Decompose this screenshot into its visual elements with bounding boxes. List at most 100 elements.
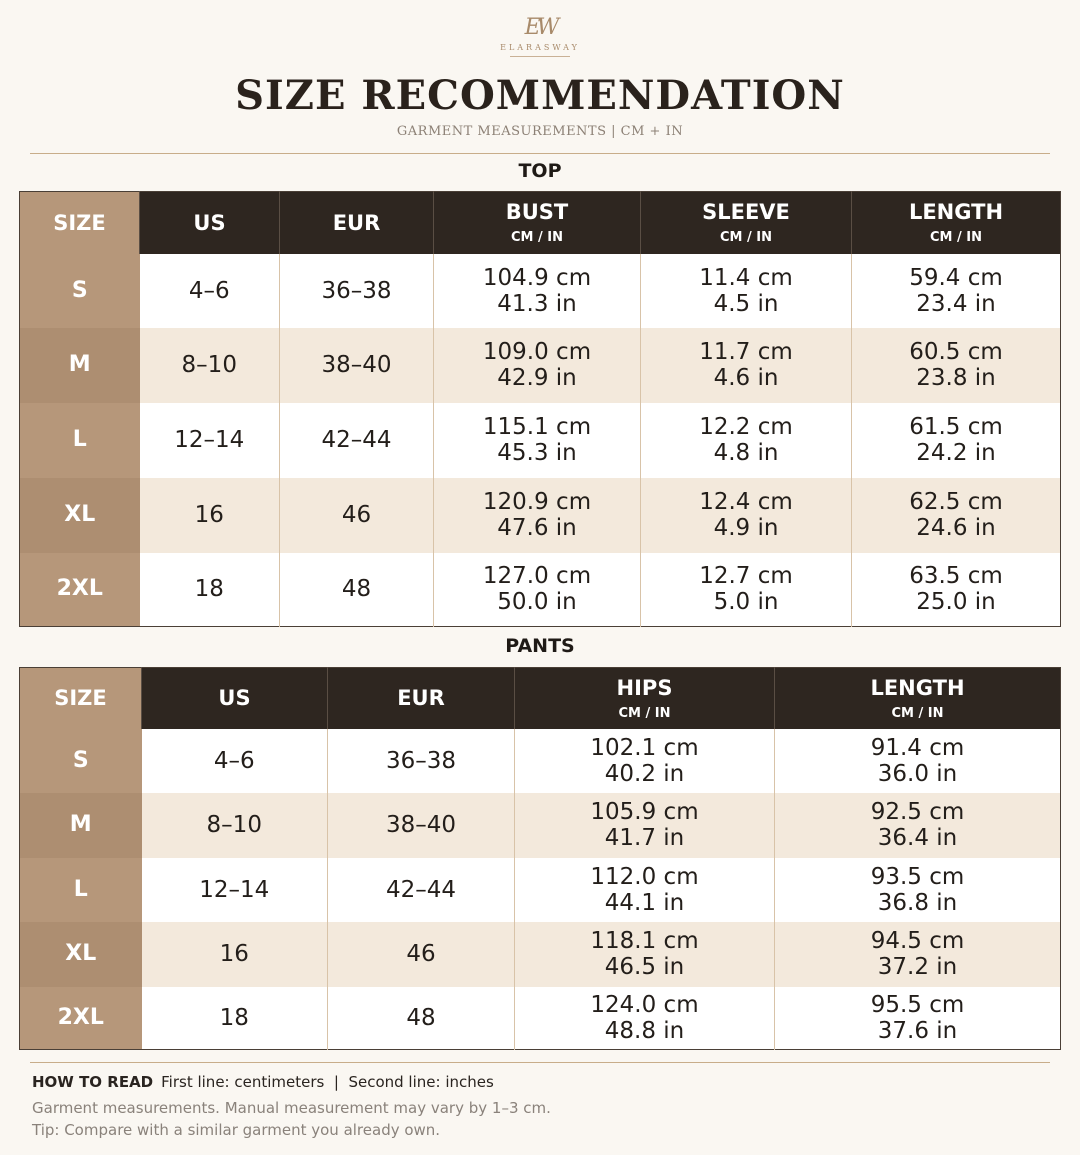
bust-cm: 120.9 cm	[482, 489, 592, 515]
length-cm: 92.5 cm	[870, 799, 965, 825]
length-cm: 62.5 cm	[909, 489, 1003, 515]
size-cell: L	[19, 857, 142, 922]
top-size-table: SIZE US EUR BUST CM / IN SLEEVE CM / IN LE…	[19, 191, 1061, 627]
table-row: M 8–10 38–40 105.9 cm 41.7 in 92.5 cm 36.4…	[19, 792, 1061, 858]
eur-cell: 38–40	[279, 327, 434, 403]
hips-cm: 105.9 cm	[590, 799, 699, 825]
bust-cm: 127.0 cm	[482, 563, 592, 590]
brand-name: ELARASWAY	[500, 43, 580, 52]
eur-cell: 42–44	[279, 402, 434, 478]
sleeve-in: 5.0 in	[713, 589, 779, 616]
length-cell: 91.4 cm 36.0 in	[774, 728, 1061, 793]
sleeve-cm: 12.2 cm	[699, 414, 793, 440]
hips-cell: 102.1 cm 40.2 in	[514, 728, 775, 793]
us-cell: 4–6	[141, 728, 328, 793]
us-cell: 8–10	[139, 327, 280, 403]
bust-in: 47.6 in	[497, 515, 577, 541]
length-cm: 93.5 cm	[870, 863, 965, 890]
section-title-top: TOP	[518, 160, 562, 182]
length-in: 37.2 in	[877, 954, 958, 980]
size-cell: XL	[19, 921, 142, 987]
hips-cm: 124.0 cm	[590, 991, 699, 1018]
table-row: L 12–14 42–44 115.1 cm 45.3 in 12.2 cm 4.8…	[19, 402, 1061, 478]
length-in: 23.8 in	[916, 365, 996, 391]
measurement-note: Garment measurements. Manual measurement…	[32, 1099, 551, 1117]
length-cell: 63.5 cm 25.0 in	[851, 552, 1061, 627]
length-in: 37.6 in	[877, 1017, 958, 1044]
sleeve-in: 4.9 in	[713, 515, 779, 541]
sleeve-cm: 11.4 cm	[699, 264, 793, 291]
brand-underline	[510, 56, 570, 57]
how-to-read-label: HOW TO READ	[32, 1073, 154, 1091]
eur-cell: 48	[327, 986, 515, 1050]
size-cell: S	[19, 728, 142, 793]
hips-cm: 118.1 cm	[590, 928, 699, 954]
brand-logo: EW ELARASWAY	[0, 14, 1080, 57]
length-in: 36.0 in	[877, 760, 958, 787]
brand-mark: EW	[524, 15, 560, 40]
length-cm: 60.5 cm	[909, 339, 1003, 365]
column-header-sleeve: SLEEVE CM / IN	[640, 191, 852, 254]
size-cell: XL	[19, 477, 140, 553]
eur-cell: 38–40	[327, 792, 515, 858]
column-header-us: US	[141, 667, 328, 729]
hips-cell: 105.9 cm 41.7 in	[514, 792, 775, 858]
divider-bottom	[30, 1062, 1050, 1063]
column-header-length: LENGTH CM / IN	[774, 667, 1061, 729]
hips-in: 48.8 in	[604, 1017, 685, 1044]
bust-cm: 109.0 cm	[482, 339, 592, 365]
hips-cell: 118.1 cm 46.5 in	[514, 921, 775, 987]
column-header-length: LENGTH CM / IN	[851, 191, 1061, 254]
column-header-us: US	[139, 191, 280, 254]
how-to-read-text: First line: centimeters | Second line: i…	[161, 1073, 494, 1091]
us-cell: 16	[139, 477, 280, 553]
length-cell: 62.5 cm 24.6 in	[851, 477, 1061, 553]
length-cm: 95.5 cm	[870, 991, 965, 1018]
sleeve-in: 4.5 in	[713, 290, 779, 317]
us-cell: 12–14	[141, 857, 328, 922]
length-in: 24.2 in	[916, 440, 996, 466]
length-in: 36.8 in	[877, 889, 958, 916]
length-cell: 59.4 cm 23.4 in	[851, 253, 1061, 328]
us-cell: 18	[141, 986, 328, 1050]
hips-cell: 112.0 cm 44.1 in	[514, 857, 775, 922]
table-header-row: SIZE US EUR HIPS CM / IN LENGTH CM / IN	[19, 667, 1061, 729]
eur-cell: 46	[279, 477, 434, 553]
length-cell: 93.5 cm 36.8 in	[774, 857, 1061, 922]
table-row: S 4–6 36–38 104.9 cm 41.3 in 11.4 cm 4.5 i…	[19, 253, 1061, 328]
size-cell: 2XL	[19, 986, 142, 1050]
length-in: 36.4 in	[877, 825, 958, 851]
bust-cell: 127.0 cm 50.0 in	[433, 552, 641, 627]
how-to-read: HOW TO READ First line: centimeters | Sec…	[32, 1073, 494, 1091]
eur-cell: 36–38	[327, 728, 515, 793]
hips-in: 40.2 in	[604, 760, 685, 787]
hips-in: 46.5 in	[604, 954, 685, 980]
size-cell: S	[19, 253, 140, 328]
sleeve-in: 4.6 in	[713, 365, 779, 391]
size-cell: L	[19, 402, 140, 478]
length-cm: 59.4 cm	[909, 264, 1003, 291]
length-cell: 94.5 cm 37.2 in	[774, 921, 1061, 987]
eur-cell: 36–38	[279, 253, 434, 328]
bust-cell: 120.9 cm 47.6 in	[433, 477, 641, 553]
length-cm: 61.5 cm	[909, 414, 1003, 440]
hips-cell: 124.0 cm 48.8 in	[514, 986, 775, 1050]
bust-in: 45.3 in	[497, 440, 577, 466]
section-title-pants: PANTS	[505, 635, 575, 657]
bust-in: 41.3 in	[497, 290, 577, 317]
length-cell: 92.5 cm 36.4 in	[774, 792, 1061, 858]
page-title: SIZE RECOMMENDATION	[235, 72, 845, 119]
eur-cell: 46	[327, 921, 515, 987]
column-header-hips: HIPS CM / IN	[514, 667, 775, 729]
pants-size-table: SIZE US EUR HIPS CM / IN LENGTH CM / IN S …	[19, 667, 1061, 1050]
length-cm: 91.4 cm	[870, 734, 965, 761]
hips-cm: 112.0 cm	[590, 863, 699, 890]
table-header-row: SIZE US EUR BUST CM / IN SLEEVE CM / IN LE…	[19, 191, 1061, 254]
bust-cm: 115.1 cm	[482, 414, 592, 440]
bust-cell: 109.0 cm 42.9 in	[433, 327, 641, 403]
length-cm: 63.5 cm	[909, 563, 1003, 590]
length-cell: 95.5 cm 37.6 in	[774, 986, 1061, 1050]
sleeve-cell: 11.4 cm 4.5 in	[640, 253, 852, 328]
bust-in: 42.9 in	[497, 365, 577, 391]
bust-cm: 104.9 cm	[482, 264, 592, 291]
